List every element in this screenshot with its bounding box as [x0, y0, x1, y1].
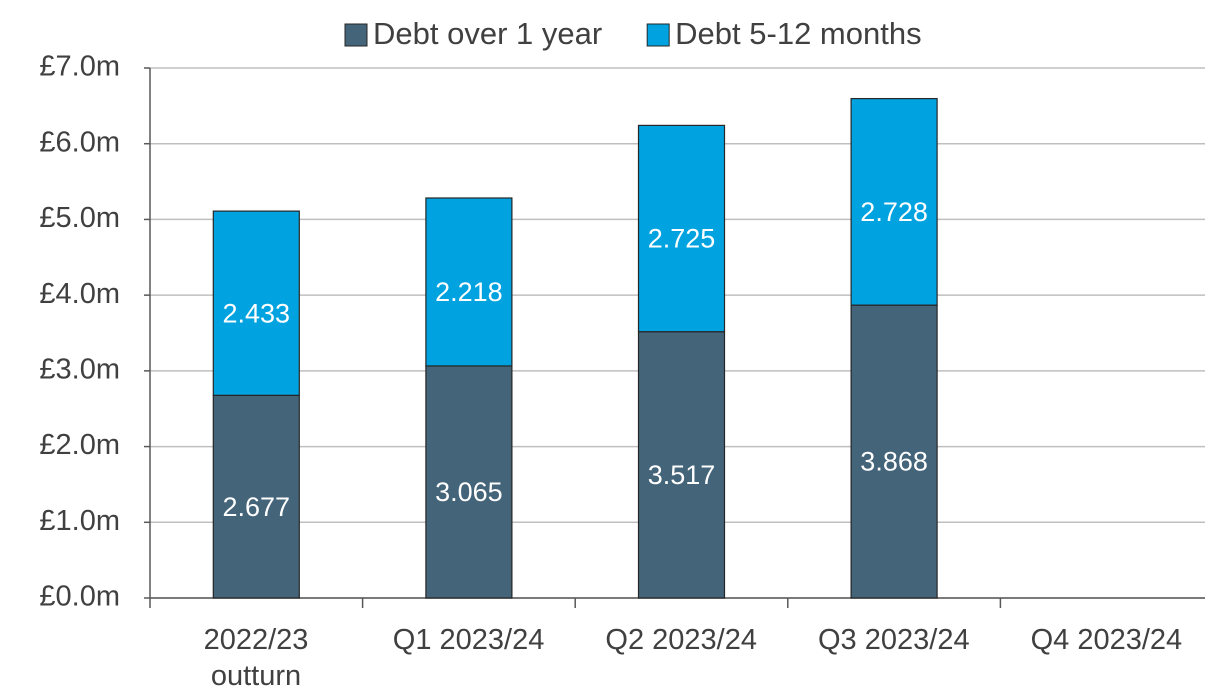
value-label: 2.725: [648, 224, 716, 254]
legend-swatch: [344, 23, 368, 47]
x-tick-label: Q2 2023/24: [605, 624, 757, 656]
x-tick-label: Q4 2023/24: [1030, 624, 1183, 656]
value-label: 2.433: [223, 298, 291, 328]
bar-segment: [637, 124, 726, 333]
y-tick-label: £7.0m: [39, 51, 120, 83]
y-tick-label: £1.0m: [39, 505, 120, 537]
legend-label: Debt 5-12 months: [675, 16, 921, 51]
value-label: 2.218: [435, 277, 503, 307]
legend-swatch: [646, 23, 670, 47]
bar-segment: [425, 365, 513, 599]
value-label: 3.065: [435, 477, 503, 507]
value-label: 3.868: [860, 447, 928, 477]
y-tick-label: £3.0m: [39, 354, 120, 386]
y-tick-label: £2.0m: [39, 429, 120, 461]
value-label: 2.677: [223, 492, 291, 522]
y-tick-label: £5.0m: [39, 202, 120, 234]
x-tick-label: Q3 2023/24: [818, 624, 970, 656]
x-tick-label: Q1 2023/24: [392, 624, 545, 656]
bar-segment: [425, 197, 513, 367]
value-label: 2.728: [860, 197, 928, 227]
x-tick-label: 2022/23 outturn: [203, 624, 309, 692]
legend-label: Debt over 1 year: [373, 16, 602, 51]
y-tick-label: £4.0m: [39, 278, 120, 310]
bar-segment: [212, 394, 300, 599]
bar-segment: [212, 210, 300, 396]
y-tick-label: £6.0m: [39, 126, 120, 158]
y-tick-label: £0.0m: [39, 581, 120, 613]
bar-segment: [850, 97, 938, 306]
bar-segment: [637, 331, 726, 599]
bar-segment: [850, 304, 938, 599]
value-label: 3.517: [648, 460, 716, 490]
